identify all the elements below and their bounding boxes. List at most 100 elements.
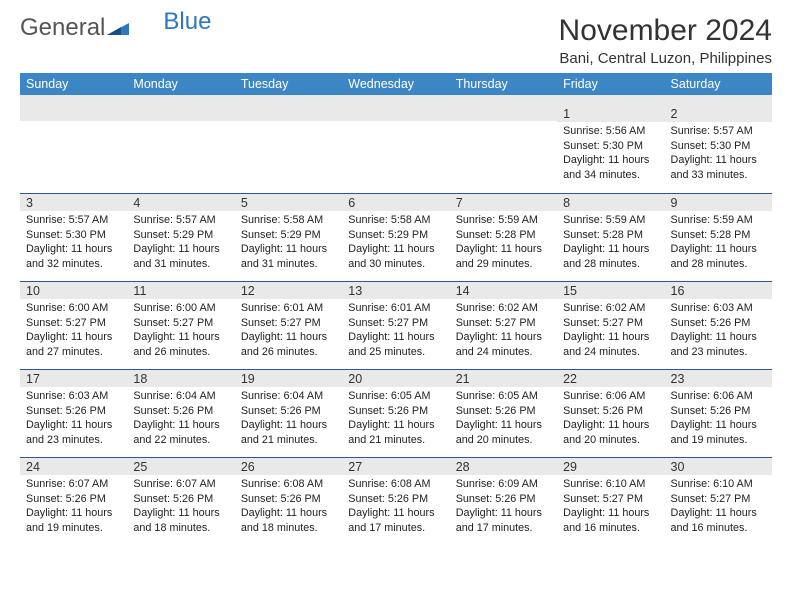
sunrise-text: Sunrise: 5:59 AM (563, 213, 658, 228)
day-cell: 10Sunrise: 6:00 AMSunset: 5:27 PMDayligh… (20, 281, 127, 369)
day-cell: 4Sunrise: 5:57 AMSunset: 5:29 PMDaylight… (127, 193, 234, 281)
sunrise-text: Sunrise: 5:59 AM (671, 213, 766, 228)
location-text: Bani, Central Luzon, Philippines (559, 50, 772, 67)
daylight-text: Daylight: 11 hours and 27 minutes. (26, 330, 121, 359)
day-number: 27 (342, 457, 449, 475)
sunrise-text: Sunrise: 5:58 AM (348, 213, 443, 228)
sunrise-text: Sunrise: 5:56 AM (563, 124, 658, 139)
day-details: Sunrise: 6:04 AMSunset: 5:26 PMDaylight:… (235, 387, 342, 451)
sunrise-text: Sunrise: 6:05 AM (348, 389, 443, 404)
day-cell: 2Sunrise: 5:57 AMSunset: 5:30 PMDaylight… (665, 105, 772, 193)
daylight-text: Daylight: 11 hours and 19 minutes. (671, 418, 766, 447)
day-details: Sunrise: 6:02 AMSunset: 5:27 PMDaylight:… (450, 299, 557, 363)
sunset-text: Sunset: 5:27 PM (241, 316, 336, 331)
daylight-text: Daylight: 11 hours and 31 minutes. (133, 242, 228, 271)
daylight-text: Daylight: 11 hours and 33 minutes. (671, 153, 766, 182)
sunset-text: Sunset: 5:28 PM (563, 228, 658, 243)
day-number: 10 (20, 281, 127, 299)
sunrise-text: Sunrise: 6:04 AM (133, 389, 228, 404)
sunrise-text: Sunrise: 6:00 AM (26, 301, 121, 316)
daylight-text: Daylight: 11 hours and 31 minutes. (241, 242, 336, 271)
daylight-text: Daylight: 11 hours and 19 minutes. (26, 506, 121, 535)
daylight-text: Daylight: 11 hours and 26 minutes. (241, 330, 336, 359)
sunrise-text: Sunrise: 6:10 AM (563, 477, 658, 492)
sunrise-text: Sunrise: 6:03 AM (26, 389, 121, 404)
dow-mon: Monday (127, 73, 234, 95)
sunrise-text: Sunrise: 6:08 AM (348, 477, 443, 492)
daylight-text: Daylight: 11 hours and 30 minutes. (348, 242, 443, 271)
sunrise-text: Sunrise: 6:00 AM (133, 301, 228, 316)
sunset-text: Sunset: 5:26 PM (348, 404, 443, 419)
daylight-text: Daylight: 11 hours and 20 minutes. (456, 418, 551, 447)
daylight-text: Daylight: 11 hours and 29 minutes. (456, 242, 551, 271)
day-number: 7 (450, 193, 557, 211)
daylight-text: Daylight: 11 hours and 21 minutes. (241, 418, 336, 447)
day-cell: 11Sunrise: 6:00 AMSunset: 5:27 PMDayligh… (127, 281, 234, 369)
sunrise-text: Sunrise: 5:57 AM (133, 213, 228, 228)
day-cell: 1Sunrise: 5:56 AMSunset: 5:30 PMDaylight… (557, 105, 664, 193)
sunset-text: Sunset: 5:28 PM (671, 228, 766, 243)
sunset-text: Sunset: 5:27 PM (133, 316, 228, 331)
day-cell: 6Sunrise: 5:58 AMSunset: 5:29 PMDaylight… (342, 193, 449, 281)
brand-mark-icon (107, 14, 129, 42)
day-details: Sunrise: 6:10 AMSunset: 5:27 PMDaylight:… (665, 475, 772, 539)
day-cell: 27Sunrise: 6:08 AMSunset: 5:26 PMDayligh… (342, 457, 449, 545)
sunset-text: Sunset: 5:26 PM (241, 492, 336, 507)
daylight-text: Daylight: 11 hours and 28 minutes. (671, 242, 766, 271)
daylight-text: Daylight: 11 hours and 17 minutes. (456, 506, 551, 535)
week-row: 3Sunrise: 5:57 AMSunset: 5:30 PMDaylight… (20, 193, 772, 281)
day-details: Sunrise: 6:02 AMSunset: 5:27 PMDaylight:… (557, 299, 664, 363)
daylight-text: Daylight: 11 hours and 28 minutes. (563, 242, 658, 271)
day-details: Sunrise: 5:58 AMSunset: 5:29 PMDaylight:… (235, 211, 342, 275)
day-cell: 26Sunrise: 6:08 AMSunset: 5:26 PMDayligh… (235, 457, 342, 545)
day-number (20, 105, 127, 121)
sunset-text: Sunset: 5:26 PM (133, 492, 228, 507)
day-cell: 3Sunrise: 5:57 AMSunset: 5:30 PMDaylight… (20, 193, 127, 281)
sunset-text: Sunset: 5:26 PM (671, 404, 766, 419)
day-cell: 25Sunrise: 6:07 AMSunset: 5:26 PMDayligh… (127, 457, 234, 545)
day-number: 22 (557, 369, 664, 387)
sunset-text: Sunset: 5:29 PM (348, 228, 443, 243)
daylight-text: Daylight: 11 hours and 18 minutes. (133, 506, 228, 535)
sunrise-text: Sunrise: 6:02 AM (456, 301, 551, 316)
day-number: 8 (557, 193, 664, 211)
sunrise-text: Sunrise: 6:09 AM (456, 477, 551, 492)
daylight-text: Daylight: 11 hours and 16 minutes. (563, 506, 658, 535)
brand-logo: General Blue (20, 14, 211, 42)
day-details: Sunrise: 6:04 AMSunset: 5:26 PMDaylight:… (127, 387, 234, 451)
title-block: November 2024 Bani, Central Luzon, Phili… (559, 14, 772, 67)
sunrise-text: Sunrise: 6:04 AM (241, 389, 336, 404)
day-cell: 5Sunrise: 5:58 AMSunset: 5:29 PMDaylight… (235, 193, 342, 281)
brand-part2: Blue (163, 8, 211, 36)
day-details: Sunrise: 6:01 AMSunset: 5:27 PMDaylight:… (342, 299, 449, 363)
sunrise-text: Sunrise: 6:03 AM (671, 301, 766, 316)
sunrise-text: Sunrise: 6:06 AM (671, 389, 766, 404)
day-number: 24 (20, 457, 127, 475)
sunset-text: Sunset: 5:26 PM (26, 404, 121, 419)
sunset-text: Sunset: 5:28 PM (456, 228, 551, 243)
day-cell: 21Sunrise: 6:05 AMSunset: 5:26 PMDayligh… (450, 369, 557, 457)
dow-sat: Saturday (665, 73, 772, 95)
day-number: 21 (450, 369, 557, 387)
day-number (127, 105, 234, 121)
day-number: 15 (557, 281, 664, 299)
sunrise-text: Sunrise: 5:57 AM (26, 213, 121, 228)
brand-part1: General (20, 14, 105, 42)
day-cell (20, 105, 127, 193)
daylight-text: Daylight: 11 hours and 22 minutes. (133, 418, 228, 447)
day-cell: 9Sunrise: 5:59 AMSunset: 5:28 PMDaylight… (665, 193, 772, 281)
sunrise-text: Sunrise: 6:10 AM (671, 477, 766, 492)
daylight-text: Daylight: 11 hours and 16 minutes. (671, 506, 766, 535)
daylight-text: Daylight: 11 hours and 20 minutes. (563, 418, 658, 447)
day-details: Sunrise: 6:06 AMSunset: 5:26 PMDaylight:… (557, 387, 664, 451)
day-details: Sunrise: 6:05 AMSunset: 5:26 PMDaylight:… (450, 387, 557, 451)
daylight-text: Daylight: 11 hours and 18 minutes. (241, 506, 336, 535)
day-number: 29 (557, 457, 664, 475)
week-row: 24Sunrise: 6:07 AMSunset: 5:26 PMDayligh… (20, 457, 772, 545)
day-number: 4 (127, 193, 234, 211)
day-cell: 17Sunrise: 6:03 AMSunset: 5:26 PMDayligh… (20, 369, 127, 457)
sunset-text: Sunset: 5:26 PM (348, 492, 443, 507)
day-cell: 19Sunrise: 6:04 AMSunset: 5:26 PMDayligh… (235, 369, 342, 457)
day-number: 1 (557, 105, 664, 122)
sunset-text: Sunset: 5:30 PM (26, 228, 121, 243)
